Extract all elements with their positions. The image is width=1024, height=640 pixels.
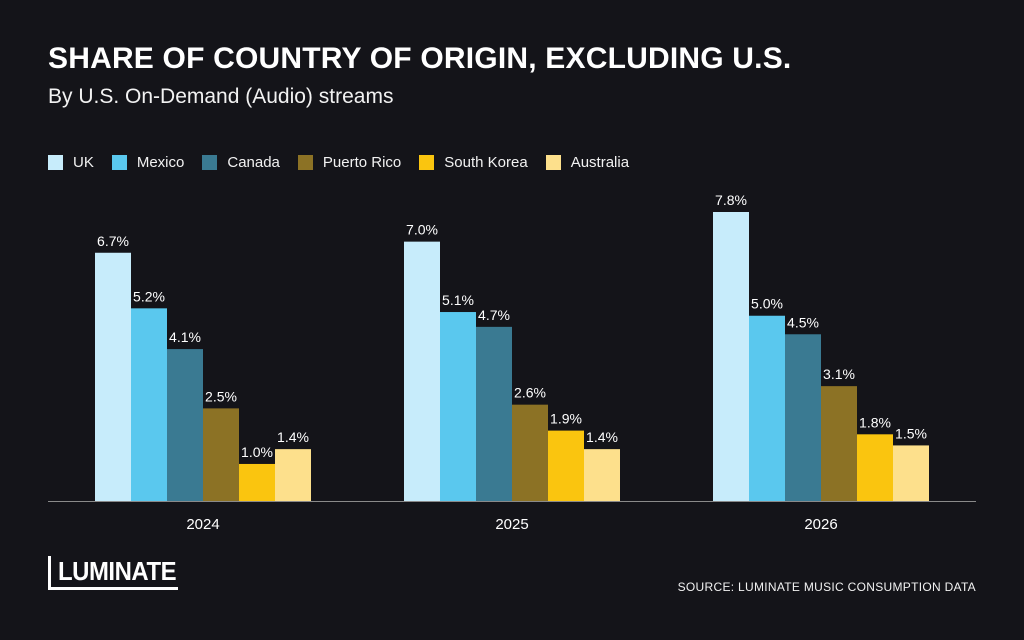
bar-uk-2026 bbox=[713, 212, 749, 501]
chart-legend: UK Mexico Canada Puerto Rico South Korea Aust… bbox=[48, 152, 647, 172]
bar-south-korea-2025 bbox=[548, 430, 584, 501]
legend-swatch bbox=[545, 154, 561, 170]
data-label: 1.8% bbox=[859, 414, 891, 430]
data-label: 2.6% bbox=[514, 385, 546, 401]
logo-text: LUMINATE bbox=[58, 556, 177, 586]
data-label: 7.8% bbox=[715, 192, 747, 208]
data-label: 5.1% bbox=[442, 292, 474, 308]
data-label: 5.2% bbox=[133, 288, 165, 304]
legend-swatch bbox=[111, 154, 127, 170]
data-label: 4.1% bbox=[169, 329, 201, 345]
legend-swatch bbox=[419, 154, 435, 170]
legend-item: Mexico bbox=[111, 153, 185, 171]
x-tick-label: 2024 bbox=[186, 516, 219, 533]
x-tick-label: 2026 bbox=[804, 516, 837, 533]
bar-puerto-rico-2026 bbox=[821, 386, 857, 501]
data-label: 4.5% bbox=[787, 314, 819, 330]
source-note: SOURCE: LUMINATE MUSIC CONSUMPTION DATA bbox=[677, 580, 976, 594]
bar-south-korea-2026 bbox=[857, 434, 893, 501]
x-tick-label: 2025 bbox=[495, 516, 528, 533]
data-label: 7.0% bbox=[406, 222, 438, 238]
bar-mexico-2026 bbox=[749, 315, 785, 501]
bar-puerto-rico-2024 bbox=[203, 408, 239, 501]
legend-label: UK bbox=[73, 153, 94, 171]
legend-label: Canada bbox=[227, 153, 280, 171]
bar-uk-2025 bbox=[404, 241, 440, 501]
bar-canada-2026 bbox=[785, 334, 821, 501]
legend-label: Puerto Rico bbox=[322, 153, 402, 171]
bar-australia-2024 bbox=[275, 449, 311, 501]
legend-item: South Korea bbox=[419, 153, 528, 171]
chart-subtitle: By U.S. On-Demand (Audio) streams bbox=[48, 85, 394, 108]
bar-canada-2025 bbox=[476, 326, 512, 501]
legend-item: UK bbox=[48, 154, 94, 171]
bar-uk-2024 bbox=[95, 252, 131, 501]
bar-canada-2024 bbox=[167, 349, 203, 501]
legend-item: Australia bbox=[545, 153, 630, 171]
legend-swatch bbox=[202, 154, 218, 170]
bar-south-korea-2024 bbox=[239, 463, 275, 501]
legend-label: South Korea bbox=[444, 153, 528, 171]
bar-mexico-2024 bbox=[131, 308, 167, 501]
data-label: 3.1% bbox=[823, 366, 855, 382]
legend-label: Mexico bbox=[136, 153, 185, 171]
data-label: 4.7% bbox=[478, 307, 510, 323]
legend-swatch bbox=[297, 154, 313, 170]
data-label: 6.7% bbox=[97, 233, 129, 249]
legend-swatch bbox=[48, 154, 63, 170]
bar-australia-2025 bbox=[584, 449, 620, 501]
chart-title: SHARE OF COUNTRY OF ORIGIN, EXCLUDING U.… bbox=[48, 42, 792, 75]
bar-mexico-2025 bbox=[440, 312, 476, 501]
legend-item: Puerto Rico bbox=[297, 153, 402, 171]
bar-puerto-rico-2025 bbox=[512, 404, 548, 501]
legend-item: Canada bbox=[202, 154, 280, 171]
data-label: 5.0% bbox=[751, 296, 783, 312]
data-label: 1.4% bbox=[277, 429, 309, 445]
legend-label: Australia bbox=[570, 153, 630, 171]
bar-australia-2026 bbox=[893, 445, 929, 501]
data-label: 1.4% bbox=[586, 429, 618, 445]
data-label: 1.9% bbox=[550, 411, 582, 427]
data-label: 2.5% bbox=[205, 388, 237, 404]
data-label: 1.5% bbox=[895, 425, 927, 441]
data-label: 1.0% bbox=[241, 444, 273, 460]
luminate-logo: LUMINATE bbox=[48, 556, 178, 590]
